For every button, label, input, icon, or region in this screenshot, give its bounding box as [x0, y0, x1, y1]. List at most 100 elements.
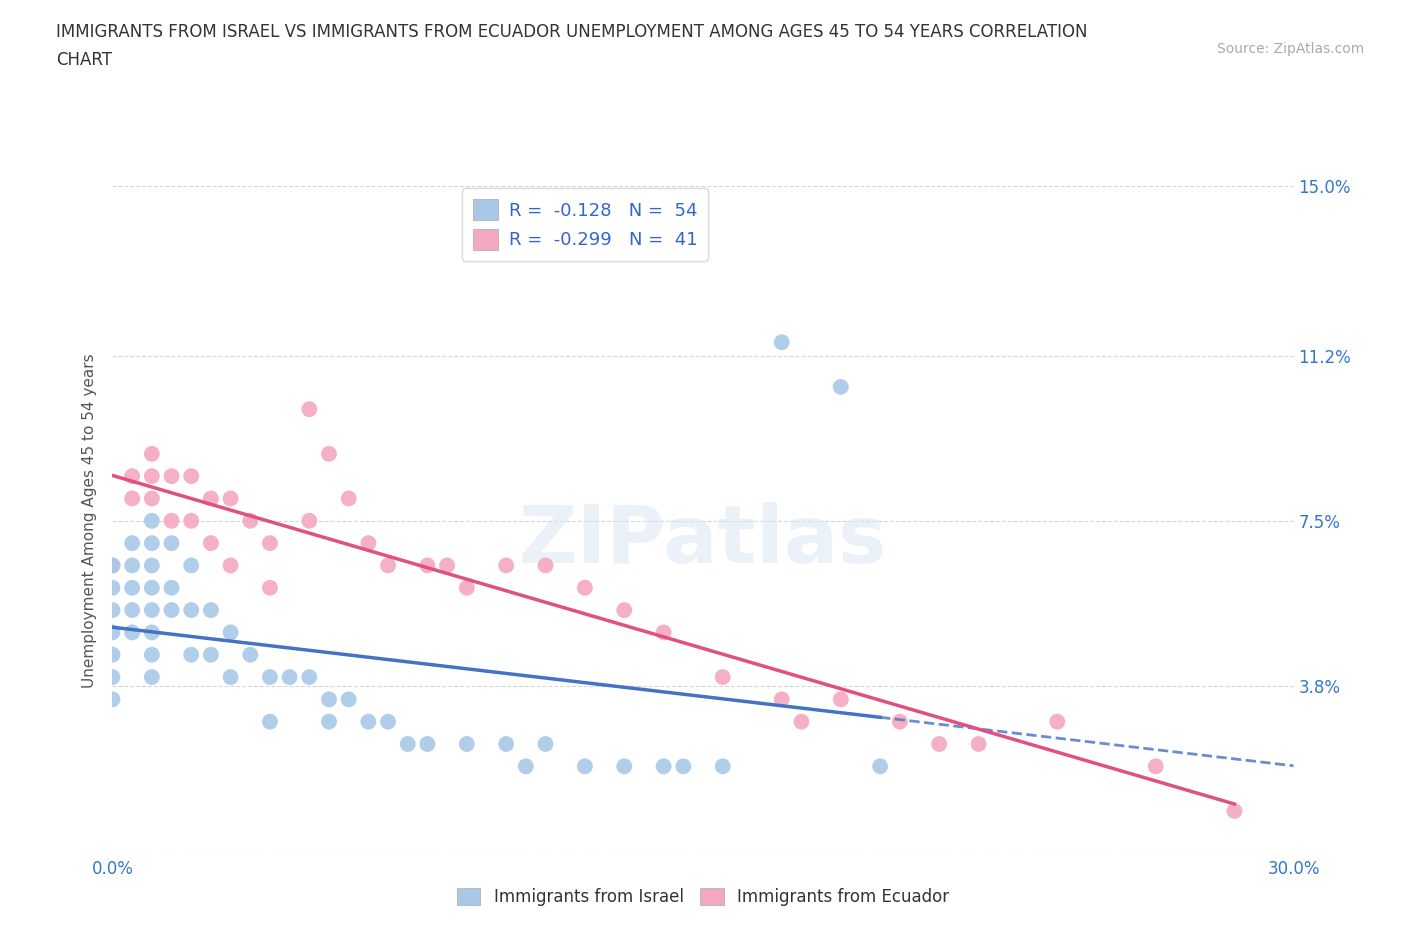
Point: [613, 759, 636, 774]
Point: [141, 625, 163, 640]
Point: [534, 558, 557, 573]
Point: [101, 670, 124, 684]
Point: [889, 714, 911, 729]
Point: [160, 469, 183, 484]
Point: [141, 446, 163, 461]
Point: [790, 714, 813, 729]
Point: [101, 625, 124, 640]
Point: [416, 558, 439, 573]
Point: [259, 670, 281, 684]
Point: [141, 670, 163, 684]
Point: [219, 491, 242, 506]
Point: [101, 580, 124, 595]
Point: [869, 759, 891, 774]
Text: ZIPatlas: ZIPatlas: [519, 502, 887, 580]
Point: [101, 647, 124, 662]
Point: [160, 580, 183, 595]
Point: [298, 670, 321, 684]
Point: [141, 536, 163, 551]
Point: [278, 670, 301, 684]
Point: [200, 491, 222, 506]
Point: [180, 647, 202, 662]
Point: [357, 536, 380, 551]
Point: [377, 558, 399, 573]
Point: [141, 647, 163, 662]
Point: [101, 558, 124, 573]
Point: [200, 647, 222, 662]
Point: [318, 692, 340, 707]
Point: [574, 759, 596, 774]
Point: [219, 625, 242, 640]
Point: [239, 647, 262, 662]
Point: [1223, 804, 1246, 818]
Point: [495, 558, 517, 573]
Point: [337, 692, 360, 707]
Point: [121, 558, 143, 573]
Y-axis label: Unemployment Among Ages 45 to 54 years: Unemployment Among Ages 45 to 54 years: [82, 353, 97, 688]
Point: [219, 670, 242, 684]
Point: [121, 625, 143, 640]
Point: [200, 536, 222, 551]
Point: [711, 670, 734, 684]
Point: [219, 558, 242, 573]
Point: [337, 491, 360, 506]
Point: [141, 513, 163, 528]
Point: [456, 737, 478, 751]
Point: [141, 580, 163, 595]
Point: [141, 558, 163, 573]
Point: [967, 737, 990, 751]
Point: [141, 469, 163, 484]
Point: [711, 759, 734, 774]
Point: [121, 580, 143, 595]
Legend: Immigrants from Israel, Immigrants from Ecuador: Immigrants from Israel, Immigrants from …: [450, 881, 956, 912]
Point: [928, 737, 950, 751]
Text: IMMIGRANTS FROM ISRAEL VS IMMIGRANTS FROM ECUADOR UNEMPLOYMENT AMONG AGES 45 TO : IMMIGRANTS FROM ISRAEL VS IMMIGRANTS FRO…: [56, 23, 1088, 41]
Point: [160, 536, 183, 551]
Point: [377, 714, 399, 729]
Point: [456, 580, 478, 595]
Point: [200, 603, 222, 618]
Point: [141, 603, 163, 618]
Point: [770, 335, 793, 350]
Point: [121, 536, 143, 551]
Point: [318, 714, 340, 729]
Point: [121, 603, 143, 618]
Point: [160, 603, 183, 618]
Point: [416, 737, 439, 751]
Point: [830, 379, 852, 394]
Point: [259, 536, 281, 551]
Point: [357, 714, 380, 729]
Point: [672, 759, 695, 774]
Point: [318, 446, 340, 461]
Point: [101, 692, 124, 707]
Point: [574, 580, 596, 595]
Point: [613, 603, 636, 618]
Point: [830, 692, 852, 707]
Point: [101, 603, 124, 618]
Point: [1144, 759, 1167, 774]
Point: [160, 513, 183, 528]
Point: [180, 558, 202, 573]
Point: [180, 513, 202, 528]
Point: [259, 714, 281, 729]
Point: [121, 491, 143, 506]
Point: [652, 759, 675, 774]
Point: [652, 625, 675, 640]
Point: [436, 558, 458, 573]
Point: [515, 759, 537, 774]
Point: [180, 469, 202, 484]
Point: [298, 513, 321, 528]
Point: [770, 692, 793, 707]
Text: Source: ZipAtlas.com: Source: ZipAtlas.com: [1216, 42, 1364, 56]
Text: CHART: CHART: [56, 51, 112, 69]
Point: [141, 491, 163, 506]
Point: [101, 558, 124, 573]
Point: [239, 513, 262, 528]
Point: [534, 737, 557, 751]
Point: [495, 737, 517, 751]
Point: [298, 402, 321, 417]
Point: [1046, 714, 1069, 729]
Legend: R =  -0.128   N =  54, R =  -0.299   N =  41: R = -0.128 N = 54, R = -0.299 N = 41: [461, 189, 709, 260]
Point: [259, 580, 281, 595]
Point: [121, 469, 143, 484]
